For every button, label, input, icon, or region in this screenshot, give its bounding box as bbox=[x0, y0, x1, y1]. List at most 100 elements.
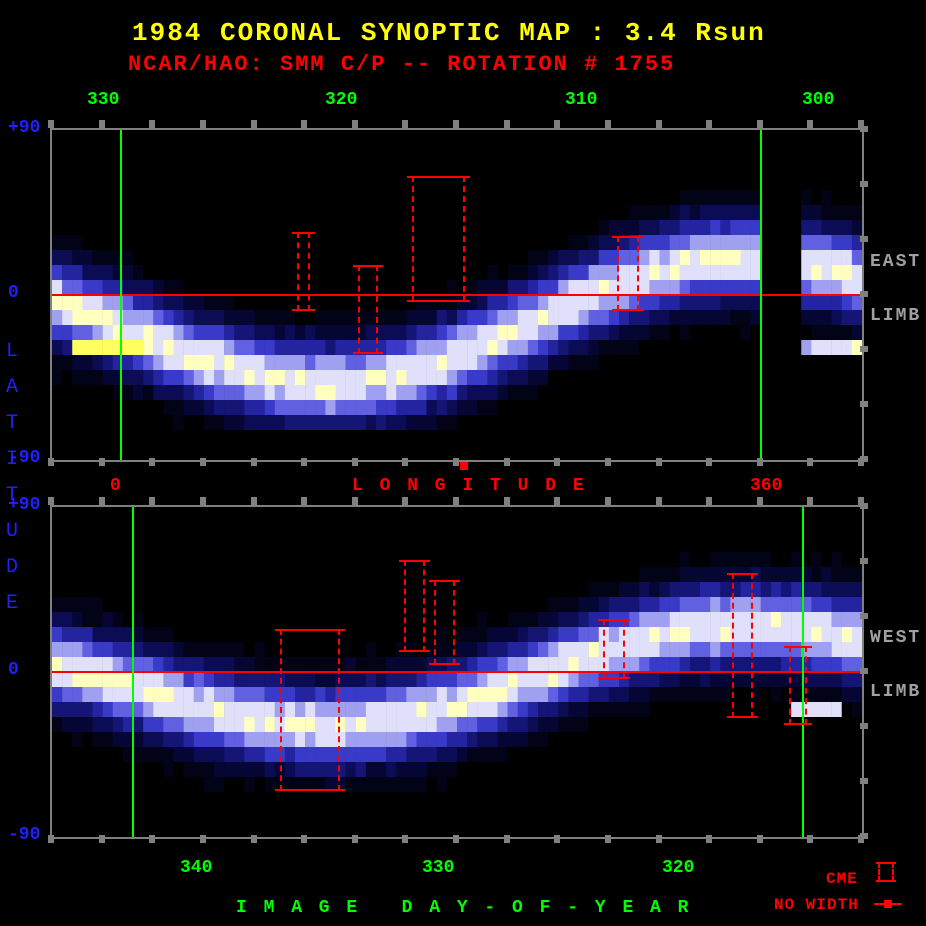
top-tick bbox=[453, 120, 459, 128]
latitude-axis-letter: U bbox=[6, 520, 18, 543]
bot-tick bbox=[807, 835, 813, 843]
bot-tick bbox=[200, 835, 206, 843]
right-tick bbox=[860, 236, 868, 242]
carrington-boundary bbox=[120, 130, 122, 460]
bot-tick bbox=[352, 458, 358, 466]
limb-label: EAST bbox=[870, 252, 921, 272]
top-tick bbox=[656, 497, 662, 505]
panel-west bbox=[50, 505, 864, 839]
limb-label: WEST bbox=[870, 628, 921, 648]
top-tick bbox=[149, 120, 155, 128]
top-tick bbox=[200, 497, 206, 505]
top-long-tick-label: 330 bbox=[87, 90, 119, 110]
carrington-boundary bbox=[132, 507, 134, 837]
bot-tick bbox=[807, 458, 813, 466]
bot-tick bbox=[554, 458, 560, 466]
cme-marker bbox=[404, 560, 424, 652]
top-tick bbox=[48, 120, 54, 128]
legend-cme-label: CME bbox=[826, 870, 858, 888]
top-tick bbox=[706, 120, 712, 128]
top-long-tick-label: 310 bbox=[565, 90, 597, 110]
doy-tick-label: 320 bbox=[662, 858, 694, 878]
bot-tick bbox=[757, 835, 763, 843]
top-tick bbox=[656, 120, 662, 128]
latitude-axis-letter: A bbox=[6, 376, 18, 399]
cme-marker bbox=[297, 232, 310, 311]
top-tick bbox=[605, 497, 611, 505]
bot-tick bbox=[402, 835, 408, 843]
right-tick bbox=[860, 778, 868, 784]
top-tick bbox=[453, 497, 459, 505]
right-tick bbox=[860, 401, 868, 407]
lat-tick-label: +90 bbox=[8, 495, 40, 515]
panel-east bbox=[50, 128, 864, 462]
lat-tick-label: -90 bbox=[8, 825, 40, 845]
latitude-axis-letter: D bbox=[6, 556, 18, 579]
right-tick bbox=[860, 291, 868, 297]
top-tick bbox=[48, 497, 54, 505]
top-tick bbox=[402, 120, 408, 128]
bot-tick bbox=[149, 458, 155, 466]
carrington-boundary bbox=[760, 130, 762, 460]
cme-marker bbox=[412, 176, 465, 301]
bot-tick bbox=[99, 835, 105, 843]
bot-tick bbox=[554, 835, 560, 843]
top-tick bbox=[149, 497, 155, 505]
legend-cme-icon bbox=[876, 862, 896, 882]
right-tick bbox=[860, 558, 868, 564]
top-tick bbox=[301, 497, 307, 505]
cme-marker bbox=[789, 646, 807, 725]
right-tick bbox=[860, 723, 868, 729]
right-tick bbox=[860, 613, 868, 619]
top-tick bbox=[402, 497, 408, 505]
lat-tick-label: 0 bbox=[8, 283, 19, 303]
bot-tick bbox=[757, 458, 763, 466]
right-tick bbox=[860, 456, 868, 462]
cme-marker bbox=[434, 580, 455, 666]
bot-tick bbox=[99, 458, 105, 466]
bot-tick bbox=[251, 835, 257, 843]
bot-tick bbox=[706, 458, 712, 466]
top-tick bbox=[554, 497, 560, 505]
top-tick bbox=[807, 497, 813, 505]
bot-tick bbox=[149, 835, 155, 843]
bot-tick bbox=[251, 458, 257, 466]
legend-nowidth-label: NO WIDTH bbox=[774, 896, 859, 914]
top-tick bbox=[352, 497, 358, 505]
top-tick bbox=[504, 120, 510, 128]
top-tick bbox=[757, 120, 763, 128]
top-tick bbox=[807, 120, 813, 128]
bot-tick bbox=[352, 835, 358, 843]
mid-center-tick bbox=[460, 462, 468, 470]
top-tick bbox=[99, 497, 105, 505]
bot-tick bbox=[48, 835, 54, 843]
bot-tick bbox=[656, 458, 662, 466]
bot-tick bbox=[48, 458, 54, 466]
top-tick bbox=[504, 497, 510, 505]
longitude-tick-label: 360 bbox=[750, 476, 782, 496]
lat-tick-label: +90 bbox=[8, 118, 40, 138]
bot-tick bbox=[504, 835, 510, 843]
right-tick bbox=[860, 126, 868, 132]
right-tick bbox=[860, 833, 868, 839]
top-tick bbox=[251, 497, 257, 505]
bot-tick bbox=[453, 458, 459, 466]
cme-marker bbox=[603, 619, 626, 678]
latitude-axis-letter: T bbox=[6, 412, 18, 435]
right-tick bbox=[860, 346, 868, 352]
top-tick bbox=[554, 120, 560, 128]
doy-tick-label: 340 bbox=[180, 858, 212, 878]
legend-nowidth-icon bbox=[874, 900, 902, 908]
lat-tick-label: 0 bbox=[8, 660, 19, 680]
top-tick bbox=[757, 497, 763, 505]
latitude-axis-letter: L bbox=[6, 340, 18, 363]
cme-marker bbox=[732, 573, 753, 718]
limb-label: LIMB bbox=[870, 682, 921, 702]
cme-marker bbox=[280, 629, 339, 791]
bot-tick bbox=[301, 458, 307, 466]
bot-tick bbox=[656, 835, 662, 843]
cme-marker bbox=[358, 265, 377, 354]
lat-tick-label: -90 bbox=[8, 448, 40, 468]
top-tick bbox=[200, 120, 206, 128]
top-tick bbox=[352, 120, 358, 128]
